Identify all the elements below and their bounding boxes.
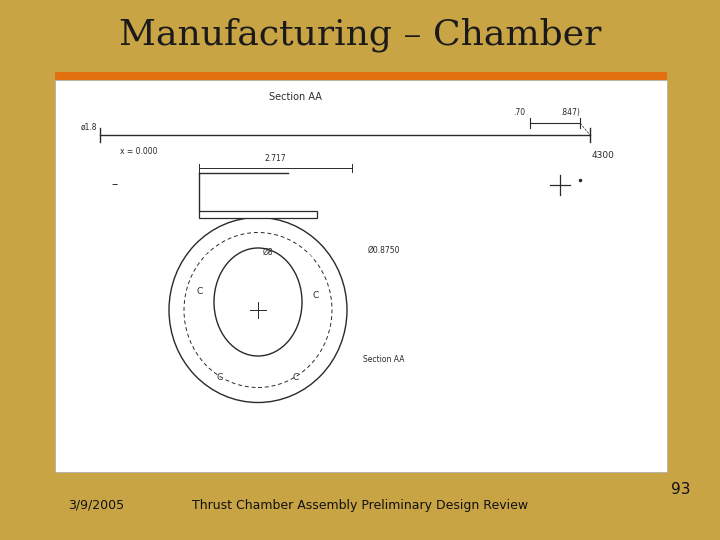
Text: C: C [293, 374, 299, 382]
Text: .847): .847) [560, 108, 580, 117]
Bar [199, 211, 317, 218]
Circle shape [197, 314, 209, 326]
Circle shape [300, 254, 312, 266]
Text: x = 0.000: x = 0.000 [120, 147, 158, 156]
Text: 93: 93 [670, 483, 690, 497]
Text: Section AA: Section AA [269, 92, 321, 102]
Text: 4300: 4300 [592, 151, 615, 159]
Text: .70: .70 [513, 108, 525, 117]
Text: 3/9/2005: 3/9/2005 [68, 498, 124, 511]
Text: C: C [313, 291, 319, 300]
Text: Ø0.8750: Ø0.8750 [368, 246, 400, 254]
Text: Manufacturing – Chamber: Manufacturing – Chamber [119, 18, 601, 52]
Text: ø1.8: ø1.8 [81, 123, 97, 132]
Ellipse shape [169, 218, 347, 402]
Circle shape [307, 314, 319, 326]
Text: C: C [197, 287, 203, 296]
Text: –: – [112, 179, 118, 192]
Text: C: C [217, 374, 223, 382]
Text: Ø8: Ø8 [263, 247, 274, 256]
Text: Section AA: Section AA [363, 355, 405, 364]
Circle shape [217, 364, 229, 376]
Circle shape [287, 364, 299, 376]
Bar [55, 80, 667, 472]
Circle shape [204, 254, 216, 266]
Ellipse shape [214, 248, 302, 356]
Bar [55, 72, 667, 80]
Text: Thrust Chamber Assembly Preliminary Design Review: Thrust Chamber Assembly Preliminary Desi… [192, 498, 528, 511]
Text: 2.717: 2.717 [265, 154, 287, 163]
